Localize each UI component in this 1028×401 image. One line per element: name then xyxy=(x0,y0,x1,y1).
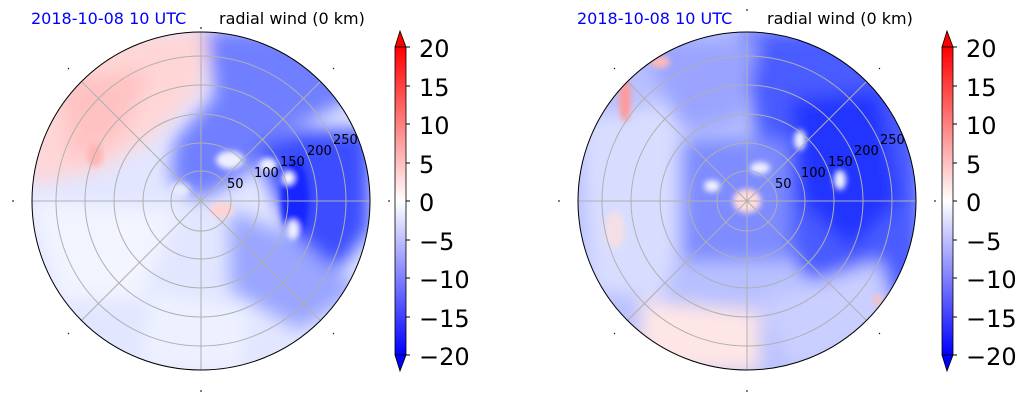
colorbar-tick-label: 5 xyxy=(419,151,434,179)
panel-right-variable-title: radial wind (0 km) xyxy=(767,9,913,28)
colorbar-tick-label: −15 xyxy=(966,305,1017,333)
panel-left: 2018-10-08 10 UTC radial wind (0 km) xyxy=(12,9,470,392)
colorbar-tick-label: −20 xyxy=(966,343,1017,371)
panel-left-colorbar: 20 15 10 5 0 −5 −10 −15 −20 xyxy=(394,29,470,373)
radial-tick-label: 50 xyxy=(227,177,244,192)
colorbar-extend-max xyxy=(394,29,407,48)
colorbar-bar xyxy=(394,46,407,356)
panel-left-radial-tick-labels: 50 100 150 200 250 xyxy=(227,133,358,192)
colorbar-tick-label: −10 xyxy=(966,266,1017,294)
radial-tick-label: 200 xyxy=(307,144,332,159)
radial-tick-label: 200 xyxy=(854,144,879,159)
panel-right-colorbar: 20 15 10 5 0 −5 −10 −15 −20 xyxy=(941,29,1017,373)
colorbar-tick-label: 0 xyxy=(966,189,981,217)
panel-left-time-title: 2018-10-08 10 UTC xyxy=(31,9,186,28)
colorbar-tick-label: −15 xyxy=(419,305,470,333)
colorbar-tick-label: 15 xyxy=(966,74,997,102)
panel-right: 2018-10-08 10 UTC radial wind (0 km) xyxy=(558,9,1017,392)
radial-tick-label: 250 xyxy=(333,133,358,148)
panel-right-radial-tick-labels: 50 100 150 200 250 xyxy=(775,133,905,192)
colorbar-tick-label: 20 xyxy=(966,35,997,63)
colorbar-tick-label: 15 xyxy=(419,74,450,102)
radial-tick-label: 150 xyxy=(280,155,305,170)
radial-tick-label: 100 xyxy=(801,166,826,181)
panel-right-polar-frame xyxy=(577,31,917,371)
panel-left-variable-title: radial wind (0 km) xyxy=(219,9,365,28)
angular-gridline xyxy=(627,81,867,321)
colorbar-tick-label: 10 xyxy=(419,112,450,140)
panel-left-polar-grid xyxy=(32,32,370,370)
colorbar-extend-min xyxy=(394,354,407,373)
colorbar-bar xyxy=(941,46,954,356)
colorbar-tick-label: 20 xyxy=(419,35,450,63)
colorbar-tick-label: 5 xyxy=(966,151,981,179)
panel-left-theta-ticks xyxy=(12,27,390,392)
colorbar-extend-min xyxy=(941,354,954,373)
panel-right-theta-ticks xyxy=(558,9,936,392)
colorbar-tick-label: 10 xyxy=(966,112,997,140)
panel-left-polar-frame xyxy=(31,31,371,371)
colorbar-tick-label: −10 xyxy=(419,266,470,294)
colorbar-tick-label: 0 xyxy=(419,189,434,217)
colorbar-extend-max xyxy=(941,29,954,48)
colorbar-tick-label: −20 xyxy=(419,343,470,371)
radial-tick-label: 250 xyxy=(880,133,905,148)
colorbar-tick-label: −5 xyxy=(966,228,1001,256)
panel-right-time-title: 2018-10-08 10 UTC xyxy=(577,9,732,28)
radial-tick-label: 50 xyxy=(775,177,792,192)
panel-right-polar-grid xyxy=(578,32,916,370)
colorbar-tick-label: −5 xyxy=(419,228,454,256)
radial-tick-label: 150 xyxy=(828,155,853,170)
angular-gridline xyxy=(81,81,321,321)
radial-tick-label: 100 xyxy=(254,166,279,181)
